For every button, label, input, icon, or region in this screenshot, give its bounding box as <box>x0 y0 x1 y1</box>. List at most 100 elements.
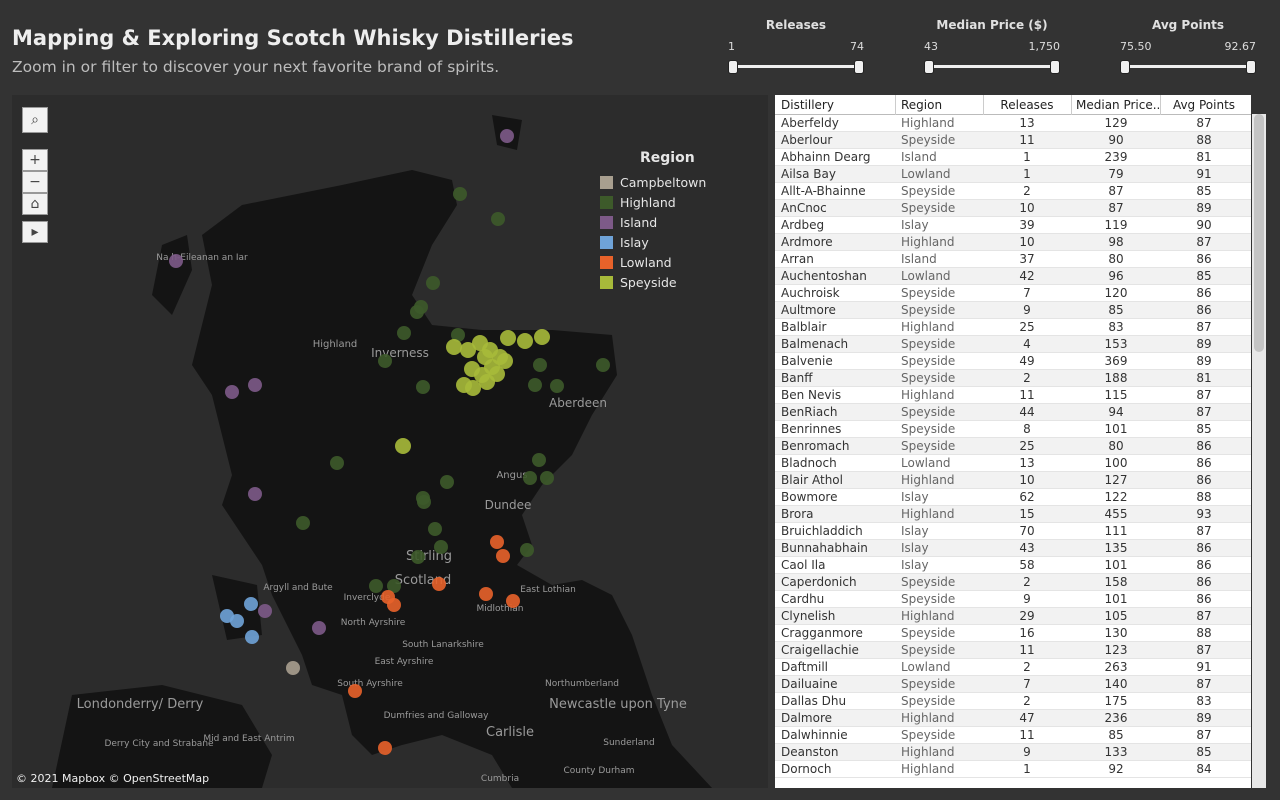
distillery-dot[interactable] <box>245 630 259 644</box>
distillery-dot[interactable] <box>312 621 326 635</box>
distillery-dot[interactable] <box>446 339 462 355</box>
distillery-dot[interactable] <box>378 741 392 755</box>
slider-handle-min[interactable] <box>728 60 738 74</box>
table-row[interactable]: Ardbeg Islay 39 119 90 <box>775 217 1251 234</box>
distillery-dot[interactable] <box>497 353 513 369</box>
table-row[interactable]: Bladnoch Lowland 13 100 86 <box>775 455 1251 472</box>
distillery-dot[interactable] <box>258 604 272 618</box>
distillery-dot[interactable] <box>378 354 392 368</box>
table-row[interactable]: Arran Island 37 80 86 <box>775 251 1251 268</box>
distillery-dot[interactable] <box>453 187 467 201</box>
table-row[interactable]: Benrinnes Speyside 8 101 85 <box>775 421 1251 438</box>
table-row[interactable]: Dallas Dhu Speyside 2 175 83 <box>775 693 1251 710</box>
distillery-dot[interactable] <box>248 378 262 392</box>
distillery-dot[interactable] <box>410 305 424 319</box>
column-header[interactable]: Releases <box>1000 98 1054 112</box>
column-header[interactable]: Region <box>901 98 943 112</box>
distillery-dot[interactable] <box>428 522 442 536</box>
distillery-dot[interactable] <box>596 358 610 372</box>
table-row[interactable]: Clynelish Highland 29 105 87 <box>775 608 1251 625</box>
distillery-dot[interactable] <box>416 491 430 505</box>
slider-handle-max[interactable] <box>854 60 864 74</box>
distillery-dot[interactable] <box>491 212 505 226</box>
distillery-dot[interactable] <box>397 326 411 340</box>
table-row[interactable]: Daftmill Lowland 2 263 91 <box>775 659 1251 676</box>
legend-item[interactable]: Islay <box>600 232 706 252</box>
table-row[interactable]: BenRiach Speyside 44 94 87 <box>775 404 1251 421</box>
distillery-dot[interactable] <box>387 579 401 593</box>
distillery-dot[interactable] <box>456 377 472 393</box>
distillery-dot[interactable] <box>426 276 440 290</box>
table-row[interactable]: Ben Nevis Highland 11 115 87 <box>775 387 1251 404</box>
distillery-dot[interactable] <box>532 453 546 467</box>
table-row[interactable]: Bruichladdich Islay 70 111 87 <box>775 523 1251 540</box>
distillery-dot[interactable] <box>500 129 514 143</box>
distillery-dot[interactable] <box>230 614 244 628</box>
distillery-dot[interactable] <box>434 540 448 554</box>
table-row[interactable]: Auchentoshan Lowland 42 96 85 <box>775 268 1251 285</box>
distillery-dot[interactable] <box>489 366 505 382</box>
table-row[interactable]: AnCnoc Speyside 10 87 89 <box>775 200 1251 217</box>
distillery-dot[interactable] <box>432 577 446 591</box>
distillery-dot[interactable] <box>411 550 425 564</box>
distillery-dot[interactable] <box>540 471 554 485</box>
distillery-dot[interactable] <box>533 358 547 372</box>
distillery-dot[interactable] <box>387 598 401 612</box>
distillery-dot[interactable] <box>169 254 183 268</box>
table-row[interactable]: Abhainn Dearg Island 1 239 81 <box>775 149 1251 166</box>
slider-handle-max[interactable] <box>1246 60 1256 74</box>
distillery-dot[interactable] <box>528 378 542 392</box>
distillery-dot[interactable] <box>490 535 504 549</box>
distillery-dot[interactable] <box>506 594 520 608</box>
zoom-out-button[interactable]: − <box>22 171 48 193</box>
distillery-dot[interactable] <box>369 579 383 593</box>
table-row[interactable]: Ardmore Highland 10 98 87 <box>775 234 1251 251</box>
distillery-dot[interactable] <box>451 328 465 342</box>
zoom-in-button[interactable]: + <box>22 149 48 171</box>
table-row[interactable]: Bowmore Islay 62 122 88 <box>775 489 1251 506</box>
legend-item[interactable]: Highland <box>600 192 706 212</box>
distillery-dot[interactable] <box>496 549 510 563</box>
table-row[interactable]: Dalwhinnie Speyside 11 85 87 <box>775 727 1251 744</box>
distillery-dot[interactable] <box>395 438 411 454</box>
slider-handle-min[interactable] <box>924 60 934 74</box>
distillery-dot[interactable] <box>520 543 534 557</box>
legend-item[interactable]: Island <box>600 212 706 232</box>
table-row[interactable]: Allt-A-Bhainne Speyside 2 87 85 <box>775 183 1251 200</box>
table-row[interactable]: Deanston Highland 9 133 85 <box>775 744 1251 761</box>
home-button[interactable]: ⌂ <box>22 193 48 215</box>
table-row[interactable]: Craigellachie Speyside 11 123 87 <box>775 642 1251 659</box>
column-header[interactable]: Avg Points <box>1172 98 1236 112</box>
distillery-dot[interactable] <box>500 330 516 346</box>
table-row[interactable]: Caol Ila Islay 58 101 86 <box>775 557 1251 574</box>
table-row[interactable]: Benromach Speyside 25 80 86 <box>775 438 1251 455</box>
table-row[interactable]: Balblair Highland 25 83 87 <box>775 319 1251 336</box>
distillery-dot[interactable] <box>479 587 493 601</box>
table-row[interactable]: Banff Speyside 2 188 81 <box>775 370 1251 387</box>
distillery-dot[interactable] <box>296 516 310 530</box>
distillery-dot[interactable] <box>477 349 493 365</box>
table-row[interactable]: Brora Highland 15 455 93 <box>775 506 1251 523</box>
table-row[interactable]: Balvenie Speyside 49 369 89 <box>775 353 1251 370</box>
table-row[interactable]: Caperdonich Speyside 2 158 86 <box>775 574 1251 591</box>
table-row[interactable]: Dornoch Highland 1 92 84 <box>775 761 1251 778</box>
slider-handle-min[interactable] <box>1120 60 1130 74</box>
slider-handle-max[interactable] <box>1050 60 1060 74</box>
table-row[interactable]: Aultmore Speyside 9 85 86 <box>775 302 1251 319</box>
table-row[interactable]: Dailuaine Speyside 7 140 87 <box>775 676 1251 693</box>
legend-item[interactable]: Lowland <box>600 252 706 272</box>
distillery-dot[interactable] <box>550 379 564 393</box>
column-header[interactable]: Distillery <box>781 98 834 112</box>
table-row[interactable]: Blair Athol Highland 10 127 86 <box>775 472 1251 489</box>
search-button[interactable]: ⌕ <box>22 107 48 133</box>
distillery-dot[interactable] <box>464 361 480 377</box>
distillery-dot[interactable] <box>416 380 430 394</box>
table-row[interactable]: Bunnahabhain Islay 43 135 86 <box>775 540 1251 557</box>
table-row[interactable]: Dalmore Highland 47 236 89 <box>775 710 1251 727</box>
table-row[interactable]: Ailsa Bay Lowland 1 79 91 <box>775 166 1251 183</box>
table-row[interactable]: Cardhu Speyside 9 101 86 <box>775 591 1251 608</box>
distillery-dot[interactable] <box>523 471 537 485</box>
distillery-dot[interactable] <box>286 661 300 675</box>
legend-item[interactable]: Campbeltown <box>600 172 706 192</box>
map[interactable]: Na h-Eileanan an Iar Highland Inverness Abe… <box>12 95 768 788</box>
